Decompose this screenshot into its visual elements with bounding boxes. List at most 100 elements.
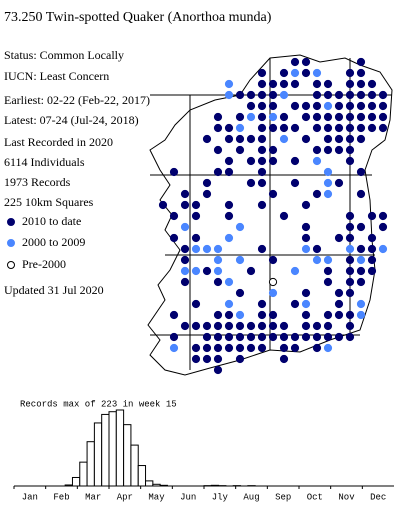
record-dot xyxy=(191,200,201,210)
record-dot xyxy=(202,266,212,276)
record-dot xyxy=(301,134,311,144)
record-dot xyxy=(246,321,256,331)
info-line: 225 10km Squares xyxy=(4,195,94,209)
record-dot xyxy=(301,244,311,254)
record-dot xyxy=(169,211,179,221)
record-dot xyxy=(213,310,223,320)
record-dot xyxy=(323,90,333,100)
record-dot xyxy=(235,321,245,331)
record-dot xyxy=(345,266,355,276)
bar xyxy=(115,409,125,487)
record-dot xyxy=(246,101,256,111)
record-dot xyxy=(213,365,223,375)
record-dot xyxy=(279,79,289,89)
record-dot xyxy=(224,167,234,177)
record-dot xyxy=(334,134,344,144)
record-dot xyxy=(235,288,245,298)
record-dot xyxy=(279,68,289,78)
record-dot xyxy=(279,211,289,221)
record-dot xyxy=(290,299,300,309)
record-dot xyxy=(290,57,300,67)
record-dot xyxy=(345,101,355,111)
record-dot xyxy=(279,112,289,122)
record-dot xyxy=(367,79,377,89)
record-dot xyxy=(345,123,355,133)
record-dot xyxy=(202,354,212,364)
record-dot xyxy=(191,244,201,254)
record-dot xyxy=(279,321,289,331)
record-dot xyxy=(224,343,234,353)
month-label: Dec xyxy=(370,492,386,502)
record-dot xyxy=(169,343,179,353)
record-dot xyxy=(312,90,322,100)
record-dot xyxy=(246,178,256,188)
record-dot xyxy=(224,299,234,309)
record-dot xyxy=(290,68,300,78)
record-dot xyxy=(356,299,366,309)
month-label: Feb xyxy=(53,492,69,502)
month-label: May xyxy=(148,492,165,502)
record-dot xyxy=(301,321,311,331)
record-dot xyxy=(257,101,267,111)
record-dot xyxy=(279,332,289,342)
record-dot xyxy=(213,112,223,122)
record-dot xyxy=(301,288,311,298)
info-line: IUCN: Least Concern xyxy=(4,69,109,83)
record-dot xyxy=(345,211,355,221)
record-dot xyxy=(290,266,300,276)
record-dot xyxy=(367,90,377,100)
record-dot xyxy=(378,112,388,122)
bar xyxy=(93,422,103,487)
record-dot xyxy=(257,112,267,122)
record-dot xyxy=(345,255,355,265)
record-dot xyxy=(356,189,366,199)
record-dot xyxy=(257,299,267,309)
record-dot xyxy=(367,101,377,111)
record-dot xyxy=(169,233,179,243)
record-dot xyxy=(268,145,278,155)
record-dot xyxy=(257,79,267,89)
record-dot xyxy=(268,79,278,89)
record-dot xyxy=(323,79,333,89)
record-dot xyxy=(191,321,201,331)
info-line: Latest: 07-24 (Jul-24, 2018) xyxy=(4,113,139,127)
record-dot xyxy=(345,134,355,144)
record-dot xyxy=(367,112,377,122)
record-dot xyxy=(213,123,223,133)
record-dot xyxy=(323,321,333,331)
record-dot xyxy=(169,332,179,342)
record-dot xyxy=(268,288,278,298)
map xyxy=(147,54,393,376)
record-dot xyxy=(323,178,333,188)
record-dot xyxy=(224,79,234,89)
record-dot xyxy=(356,112,366,122)
record-dot xyxy=(257,244,267,254)
record-dot xyxy=(235,343,245,353)
record-dot xyxy=(213,167,223,177)
record-dot xyxy=(312,343,322,353)
record-dot xyxy=(180,222,190,232)
record-dot xyxy=(191,266,201,276)
record-dot xyxy=(312,68,322,78)
record-dot xyxy=(378,123,388,133)
record-dot xyxy=(246,266,256,276)
record-dot xyxy=(257,200,267,210)
record-dot xyxy=(268,321,278,331)
record-dot xyxy=(213,332,223,342)
record-dot xyxy=(323,277,333,287)
record-dot xyxy=(301,222,311,232)
record-dot xyxy=(323,266,333,276)
record-dot xyxy=(345,233,355,243)
record-dot xyxy=(301,68,311,78)
record-dot xyxy=(356,57,366,67)
record-dot xyxy=(268,101,278,111)
record-dot xyxy=(224,310,234,320)
record-dot xyxy=(301,112,311,122)
record-dot xyxy=(378,244,388,254)
record-dot xyxy=(323,310,333,320)
record-dot xyxy=(257,134,267,144)
legend-swatch xyxy=(7,218,15,226)
record-dot xyxy=(213,145,223,155)
record-dot xyxy=(345,277,355,287)
record-dot xyxy=(334,101,344,111)
